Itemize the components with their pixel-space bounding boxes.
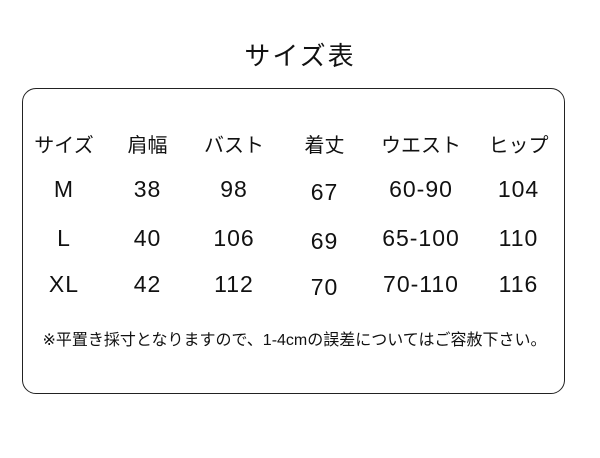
column-header-waist: ウエスト (381, 135, 461, 157)
cell-size: M (53, 176, 75, 202)
cell-hip: 104 (497, 176, 540, 202)
cell-size: L (57, 225, 71, 251)
cell-waist: 65-100 (382, 225, 460, 251)
table-row-m: M 38 98 67 60-90 104 (23, 176, 566, 205)
cell-bust: 98 (220, 176, 248, 202)
cell-length: 67 (310, 179, 339, 205)
table-header-row: サイズ 肩幅 バスト 着丈 ウエスト ヒップ (23, 133, 566, 159)
cell-shoulder: 40 (133, 225, 162, 251)
cell-hip: 116 (498, 271, 539, 297)
cell-size: XL (48, 271, 80, 297)
measurement-note: ※平置き採寸となりますので、1-4cmの誤差についてはご容赦下さい。 (42, 332, 547, 349)
column-header-hip: ヒップ (488, 135, 549, 157)
column-header-length: 着丈 (304, 135, 345, 157)
page-title: サイズ表 (244, 41, 356, 71)
size-table-box: サイズ 肩幅 バスト 着丈 ウエスト ヒップ M 38 98 67 60-90 … (22, 88, 565, 394)
cell-shoulder: 38 (133, 176, 162, 202)
column-header-bust: バスト (204, 135, 264, 157)
cell-length: 69 (310, 228, 339, 254)
column-header-shoulder: 肩幅 (127, 135, 168, 157)
column-header-size: サイズ (34, 135, 94, 157)
cell-hip: 110 (498, 225, 539, 251)
table-row-xl: XL 42 112 70 70-110 116 (23, 271, 566, 300)
cell-bust: 106 (213, 225, 255, 251)
cell-shoulder: 42 (133, 271, 162, 297)
table-row-l: L 40 106 69 65-100 110 (23, 225, 566, 254)
cell-waist: 70-110 (383, 271, 459, 297)
cell-waist: 60-90 (389, 176, 453, 202)
cell-bust: 112 (214, 271, 254, 297)
cell-length: 70 (310, 274, 339, 300)
